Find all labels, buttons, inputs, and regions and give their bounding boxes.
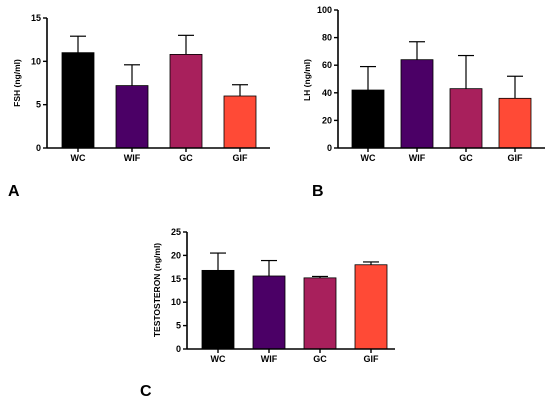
bar-wc [351, 89, 385, 149]
y-tick-label: 20 [171, 250, 181, 260]
y-axis-label: FSH (ng/ml) [12, 59, 22, 107]
x-tick-label: GC [313, 354, 327, 364]
bar-wif [115, 85, 149, 149]
bar-wc [201, 269, 235, 350]
y-tick-label: 100 [317, 5, 332, 15]
y-tick-label: 20 [322, 115, 332, 125]
chart-panel-c: WC WIF GC GIF 0 5 10 15 20 25 TESTOSTERON (ng/ml) C [140, 227, 395, 400]
y-tick-label: 5 [36, 100, 41, 110]
y-tick-label: 40 [322, 88, 332, 98]
y-tick-label: 0 [36, 143, 41, 153]
y-axis-label: TESTOSTERON (ng/ml) [152, 243, 162, 337]
bar-gif [498, 97, 532, 149]
x-tick-label: WC [71, 153, 86, 163]
x-tick-label: GIF [508, 153, 524, 163]
y-axis-label: LH (ng/ml) [302, 59, 312, 101]
panel-letter: C [140, 383, 152, 400]
bar-gif [223, 95, 257, 149]
chart-panel-a: WC WIF GC GIF 0 5 10 15 FSH (ng/ml) A [8, 13, 270, 200]
x-tick-label: WIF [409, 153, 426, 163]
y-tick-label: 0 [327, 143, 332, 153]
panel-letter: B [312, 183, 324, 200]
bar-gc [303, 277, 337, 350]
x-tick-label: GIF [233, 153, 249, 163]
chart-panel-b: WC WIF GC GIF 0 20 40 60 80 100 LH (ng/ml) B [302, 5, 545, 200]
y-tick-label: 60 [322, 60, 332, 70]
y-tick-label: 25 [171, 227, 181, 237]
y-tick-label: 10 [31, 56, 41, 66]
y-tick-label: 5 [176, 321, 181, 331]
x-tick-label: WC [361, 153, 376, 163]
y-tick-label: 0 [176, 344, 181, 354]
panel-letter: A [8, 183, 20, 200]
x-tick-label: GC [179, 153, 193, 163]
y-tick-label: 15 [171, 274, 181, 284]
bar-gc [169, 54, 203, 149]
y-tick-label: 80 [322, 33, 332, 43]
bar-wif [252, 275, 286, 350]
x-tick-label: WIF [261, 354, 278, 364]
x-tick-label: GIF [364, 354, 380, 364]
bar-gif [354, 264, 388, 350]
x-tick-label: WC [211, 354, 226, 364]
y-tick-label: 10 [171, 297, 181, 307]
bar-gc [449, 88, 483, 149]
y-tick-label: 15 [31, 13, 41, 23]
bar-wc [61, 52, 95, 149]
bar-wif [400, 59, 434, 149]
x-tick-label: WIF [124, 153, 141, 163]
x-tick-label: GC [459, 153, 473, 163]
